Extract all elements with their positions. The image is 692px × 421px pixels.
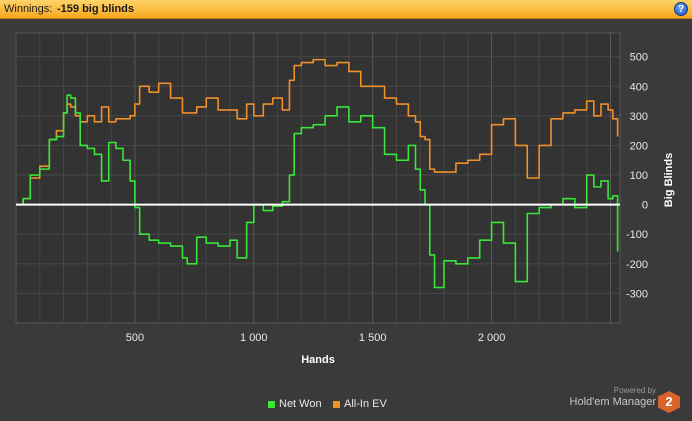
y-tick-label: 300 xyxy=(630,111,648,123)
y-axis-label: Big Blinds xyxy=(663,153,675,207)
x-tick-label: 1 500 xyxy=(359,332,387,344)
y-tick-label: -300 xyxy=(626,288,648,300)
winnings-header: Winnings: -159 big blinds ? xyxy=(0,0,692,19)
brand-name: Hold'em Manager xyxy=(569,396,656,408)
net-won-line xyxy=(16,94,619,289)
y-tick-label: -100 xyxy=(626,229,648,241)
y-tick-label: 500 xyxy=(630,52,648,64)
y-tick-label: 200 xyxy=(630,140,648,152)
branding: Powered by Hold'em Manager xyxy=(570,386,656,408)
chart-area: 500 400 300 200 100 0 -100 -200 -300 500 1 000 1 50… xyxy=(0,20,692,416)
help-icon[interactable]: ? xyxy=(674,2,688,16)
powered-by-text: Powered by xyxy=(613,386,656,395)
x-axis-label: Hands xyxy=(301,354,335,366)
y-tick-label: 0 xyxy=(642,200,648,212)
y-tick-label: 400 xyxy=(630,81,648,93)
all-in-ev-swatch xyxy=(333,400,340,408)
legend-all-in-ev-label: All-In EV xyxy=(344,398,387,410)
x-tick-label: 2 000 xyxy=(478,332,506,344)
y-tick-label: -200 xyxy=(626,259,648,271)
x-tick-label: 500 xyxy=(126,332,144,344)
plot-background xyxy=(15,32,621,324)
legend-net-won-label: Net Won xyxy=(279,398,322,410)
all-in-ev-line xyxy=(16,58,619,206)
winnings-chart: 500 400 300 200 100 0 -100 -200 -300 500 1 000 1 50… xyxy=(15,32,675,366)
net-won-swatch xyxy=(268,400,275,408)
y-tick-label: 100 xyxy=(630,170,648,182)
winnings-label: Winnings: xyxy=(4,3,53,15)
hem2-logo-icon: 2 xyxy=(658,391,680,413)
legend-all-in-ev: All-In EV xyxy=(333,398,387,410)
legend-net-won: Net Won xyxy=(268,398,322,410)
winnings-value: -159 big blinds xyxy=(57,3,135,15)
x-tick-label: 1 000 xyxy=(240,332,268,344)
